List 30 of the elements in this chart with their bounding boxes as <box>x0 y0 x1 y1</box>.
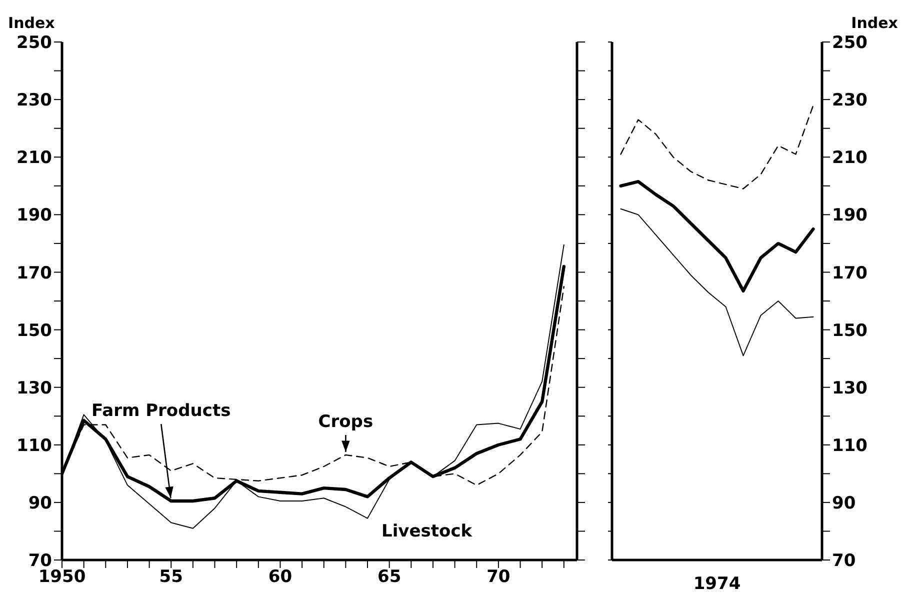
y-tick-label: 150 <box>832 320 868 341</box>
series-label: Livestock <box>382 521 473 542</box>
y-tick-label: 130 <box>832 378 868 398</box>
series-label: Crops <box>318 412 374 432</box>
y-axis-title: Index <box>8 14 55 32</box>
x-tick-label: 65 <box>377 567 402 588</box>
y-tick-label: 190 <box>16 206 52 226</box>
y-tick-label: 210 <box>832 148 868 168</box>
y-tick-label: 90 <box>832 493 856 514</box>
y-axis-title: Index <box>851 14 898 32</box>
y-tick-label: 110 <box>832 436 868 456</box>
x-axis-title: 1974 <box>692 574 742 594</box>
y-tick-label: 250 <box>16 33 52 54</box>
y-tick-label: 210 <box>16 148 52 168</box>
y-tick-label: 230 <box>16 90 52 111</box>
y-tick-label: 190 <box>832 206 868 226</box>
x-tick-label: 55 <box>159 567 183 588</box>
y-tick-label: 170 <box>16 263 52 284</box>
y-tick-label: 230 <box>832 90 868 111</box>
x-tick-label: 70 <box>486 567 510 588</box>
y-tick-label: 250 <box>832 33 868 54</box>
y-tick-label: 110 <box>16 436 52 456</box>
y-tick-label: 70 <box>832 551 856 572</box>
series-label: Farm Products <box>91 401 231 422</box>
y-tick-label: 150 <box>16 320 52 341</box>
y-tick-label: 170 <box>832 263 868 284</box>
y-tick-label: 90 <box>28 493 52 514</box>
y-tick-label: 130 <box>16 378 52 398</box>
x-tick-label: 1950 <box>38 567 86 588</box>
x-tick-label: 60 <box>268 567 292 588</box>
